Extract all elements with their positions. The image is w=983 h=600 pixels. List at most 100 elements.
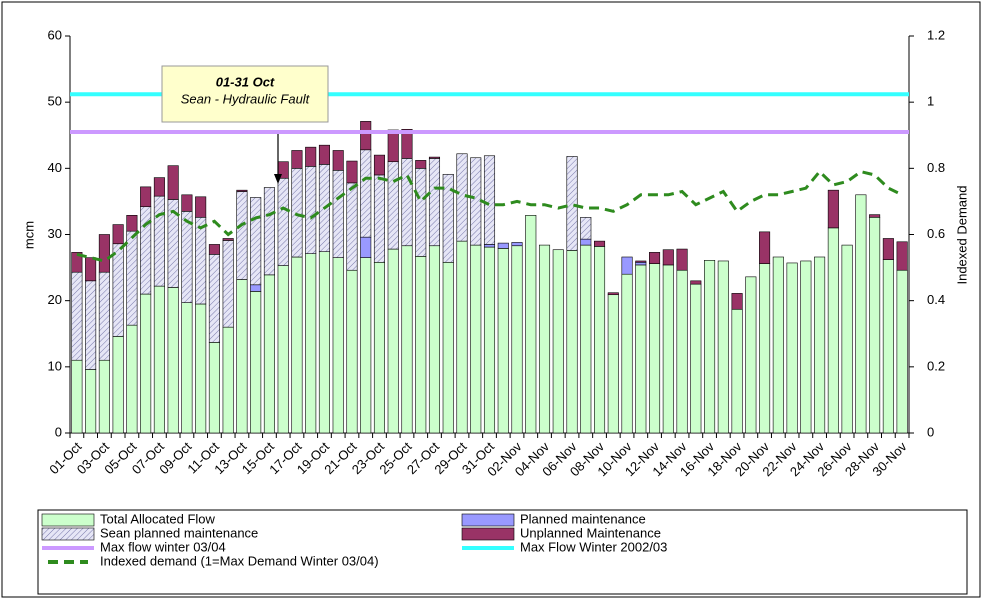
bar-segment	[387, 161, 399, 250]
bar-segment	[126, 324, 138, 434]
bar-segment	[140, 293, 152, 434]
bar-segment	[690, 280, 702, 285]
bar-segment	[181, 302, 193, 434]
bar-segment	[263, 187, 275, 276]
bar-segment	[332, 150, 344, 171]
bar-segment	[525, 215, 537, 434]
y-tick-label: 40	[48, 160, 62, 175]
bar-segment	[305, 253, 317, 434]
bar-segment	[181, 194, 193, 212]
bar-segment	[882, 259, 894, 434]
bar-segment	[153, 195, 165, 287]
bar-segment	[649, 252, 661, 264]
bar-segment	[855, 194, 867, 434]
bar-segment	[85, 280, 97, 370]
bar-segment	[373, 174, 385, 263]
bar-segment	[566, 250, 578, 434]
bar-segment	[387, 248, 399, 434]
bar-segment	[250, 284, 262, 292]
bar-segment	[305, 146, 317, 167]
bar-segment	[236, 191, 248, 280]
bar-segment	[360, 236, 372, 258]
bar-segment	[635, 264, 647, 434]
bar-segment	[250, 197, 262, 286]
bar-segment	[428, 156, 441, 159]
bar-segment	[662, 264, 674, 434]
bar-segment	[401, 245, 413, 434]
bar-segment	[263, 274, 275, 434]
annotation-arrowhead	[274, 174, 282, 184]
bar-segment	[635, 260, 647, 263]
bar-segment	[140, 206, 152, 295]
bar-segment	[112, 336, 124, 434]
bar-segment	[676, 269, 688, 434]
y-tick-label: 30	[48, 226, 62, 241]
bar-segment	[222, 240, 234, 328]
bar-segment	[387, 129, 399, 163]
bar-segment	[607, 294, 619, 434]
bar-segment	[360, 149, 372, 238]
bar-segment	[483, 155, 496, 245]
bar-segment	[745, 276, 757, 434]
bar-segment	[346, 160, 358, 184]
bar-segment	[236, 189, 248, 192]
bar-segment	[181, 211, 193, 303]
bar-segment	[511, 242, 523, 247]
bar-segment	[621, 273, 633, 434]
bar-segment	[401, 128, 413, 159]
bar-segment	[580, 238, 592, 246]
demand-line	[76, 169, 903, 263]
bar-segment	[71, 359, 83, 434]
y2-tick-label: 0.8	[927, 160, 945, 175]
bar-segment	[841, 244, 853, 434]
bar-segment	[85, 369, 97, 434]
bar-segment	[786, 262, 798, 434]
bar-segment	[483, 246, 496, 434]
bar-segment	[250, 291, 262, 434]
bar-segment	[814, 256, 826, 434]
y-tick-label: 10	[48, 358, 62, 373]
legend-swatch	[461, 527, 515, 541]
bar-segment	[332, 257, 344, 434]
bar-segment	[360, 121, 372, 151]
bar-segment	[594, 246, 606, 434]
bar-segment	[772, 256, 784, 434]
y-tick-label: 0	[55, 424, 62, 439]
bar-segment	[704, 260, 716, 434]
bar-segment	[195, 216, 207, 305]
bar-segment	[208, 254, 220, 343]
bar-segment	[827, 189, 839, 229]
y-tick-label: 50	[48, 94, 62, 109]
annotation-title: 01-31 Oct	[216, 74, 275, 89]
bar-segment	[456, 153, 468, 242]
bar-segment	[98, 359, 110, 434]
bar-segment	[759, 263, 771, 434]
bar-segment	[126, 215, 138, 232]
bar-segment	[827, 227, 839, 434]
bar-segment	[580, 244, 592, 434]
bar-segment	[594, 240, 606, 247]
legend-swatch	[41, 513, 95, 527]
bar-segment	[428, 245, 441, 434]
legend-label: Sean planned maintenance	[100, 525, 258, 540]
y2-axis-label: Indexed Demand	[954, 185, 969, 284]
bar-segment	[759, 231, 771, 264]
bar-segment	[71, 271, 83, 361]
bar-segment	[373, 261, 385, 434]
bar-segment	[676, 248, 688, 271]
bar-segment	[208, 342, 220, 434]
bar-segment	[291, 168, 303, 258]
bar-segment	[470, 244, 482, 434]
y-tick-label: 60	[48, 27, 62, 42]
bar-segment	[373, 154, 385, 176]
bar-segment	[483, 244, 496, 248]
bar-segment	[717, 260, 729, 434]
bar-segment	[346, 182, 358, 271]
y-tick-label: 20	[48, 292, 62, 307]
bar-segment	[85, 257, 97, 282]
legend-swatch	[41, 527, 95, 541]
y2-tick-label: 0.4	[927, 292, 945, 307]
bar-segment	[470, 157, 482, 246]
bar-segment	[497, 248, 509, 434]
